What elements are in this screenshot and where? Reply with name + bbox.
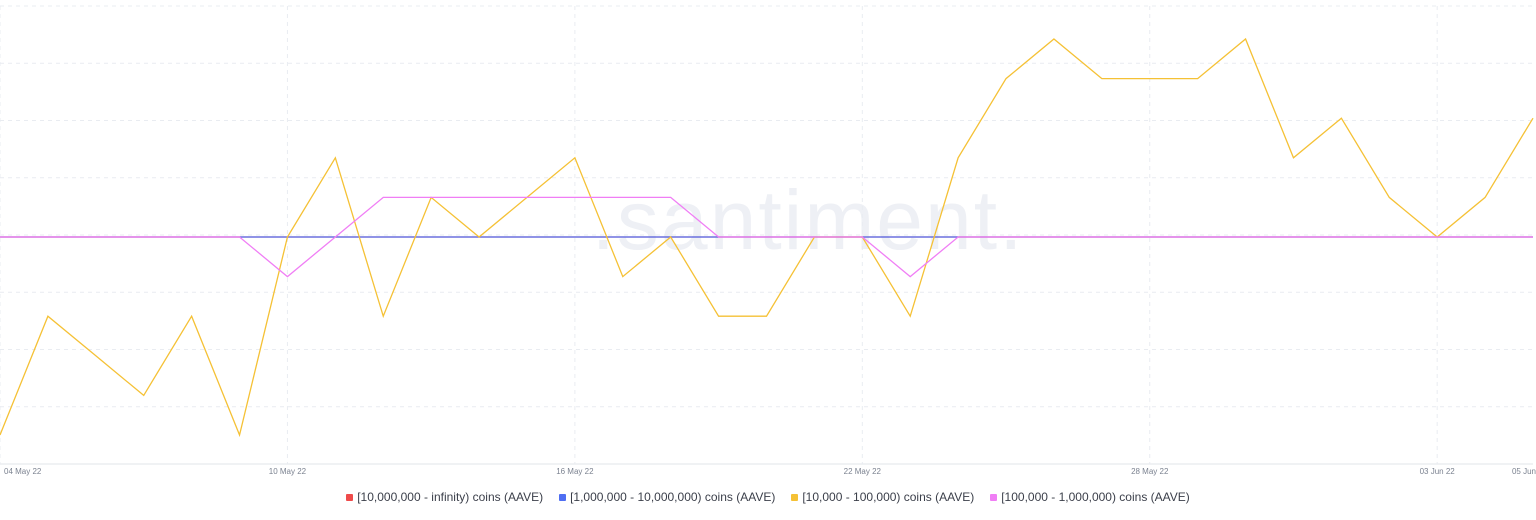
data-point [286,275,289,278]
x-tick-label: 04 May 22 [4,467,42,476]
data-point [717,315,720,318]
data-point [94,354,97,357]
data-point [909,275,912,278]
data-point [669,236,672,239]
legend-swatch [791,493,799,501]
data-point [1532,236,1535,239]
chart-legend: [10,000,000 - infinity) coins (AAVE) [1,0… [0,490,1536,504]
data-point [573,236,576,239]
data-point [142,236,145,239]
legend-item[interactable]: [100,000 - 1,000,000) coins (AAVE) [990,490,1190,504]
data-point [573,196,576,199]
data-point [621,196,624,199]
x-tick-label: 28 May 22 [1131,467,1169,476]
data-point [1052,236,1055,239]
data-point [621,236,624,239]
data-point [1532,117,1535,120]
data-point [94,236,97,239]
data-point [957,236,960,239]
data-point [573,156,576,159]
legend-label: [100,000 - 1,000,000) coins (AAVE) [1001,490,1190,504]
data-point [382,196,385,199]
data-point [765,236,768,239]
data-point [0,434,2,437]
x-tick-label: 16 May 22 [556,467,594,476]
data-point [430,196,433,199]
data-point [1005,77,1008,80]
data-point [1388,236,1391,239]
data-point [525,196,528,199]
x-tick-label: 22 May 22 [844,467,882,476]
data-point [909,236,912,239]
x-tick-label: 05 Jun [1512,467,1536,476]
data-point [1100,236,1103,239]
data-point [1484,196,1487,199]
data-point [717,236,720,239]
data-point [1100,77,1103,80]
data-point [46,236,49,239]
x-axis: 04 May 22 10 May 22 16 May 22 22 May 22 28 M… [4,467,1536,476]
data-point [1148,77,1151,80]
series-line [0,196,1533,278]
data-point [1292,236,1295,239]
data-point [1052,38,1055,41]
data-point [1196,77,1199,80]
data-point [1244,236,1247,239]
data-point [334,236,337,239]
data-point [621,275,624,278]
legend-label: [10,000 - 100,000) coins (AAVE) [802,490,975,504]
data-point [1244,38,1247,41]
legend-label: [1,000,000 - 10,000,000) coins (AAVE) [570,490,776,504]
data-point [286,236,289,239]
x-tick-label: 10 May 22 [269,467,307,476]
series-group [0,37,1535,438]
data-point [669,196,672,199]
data-point [238,434,241,437]
data-point [957,156,960,159]
data-point [334,156,337,159]
data-point [478,196,481,199]
legend-item[interactable]: [10,000 - 100,000) coins (AAVE) [791,490,974,504]
series-lines [0,37,1535,438]
legend-swatch [990,493,998,501]
legend-item[interactable]: [1,000,000 - 10,000,000) coins (AAVE) [559,490,775,504]
data-point [382,236,385,239]
data-point [1196,236,1199,239]
data-point [0,236,2,239]
data-point [1005,236,1008,239]
x-tick-label: 03 Jun 22 [1420,467,1456,476]
data-point [430,236,433,239]
legend-swatch [559,493,567,501]
data-point [765,315,768,318]
legend-label: [10,000,000 - infinity) coins (AAVE) [357,490,544,504]
data-point [142,394,145,397]
data-point [525,236,528,239]
legend-item[interactable]: [10,000,000 - infinity) coins (AAVE) [346,490,543,504]
data-point [1292,156,1295,159]
data-point [46,315,49,318]
data-point [1484,236,1487,239]
data-point [1436,236,1439,239]
data-point [190,236,193,239]
line-chart: 04 May 22 10 May 22 16 May 22 22 May 22 28 M… [0,5,1536,476]
data-point [190,315,193,318]
grid-lines [0,5,1533,465]
data-point [861,236,864,239]
data-point [1340,117,1343,120]
data-point [382,315,385,318]
data-point [238,236,241,239]
data-point [478,236,481,239]
data-point [1148,236,1151,239]
data-point [1388,196,1391,199]
data-point [1340,236,1343,239]
data-point [813,236,816,239]
legend-swatch [346,493,354,501]
series-group [0,196,1535,278]
data-point [909,315,912,318]
series-line [0,37,1534,438]
